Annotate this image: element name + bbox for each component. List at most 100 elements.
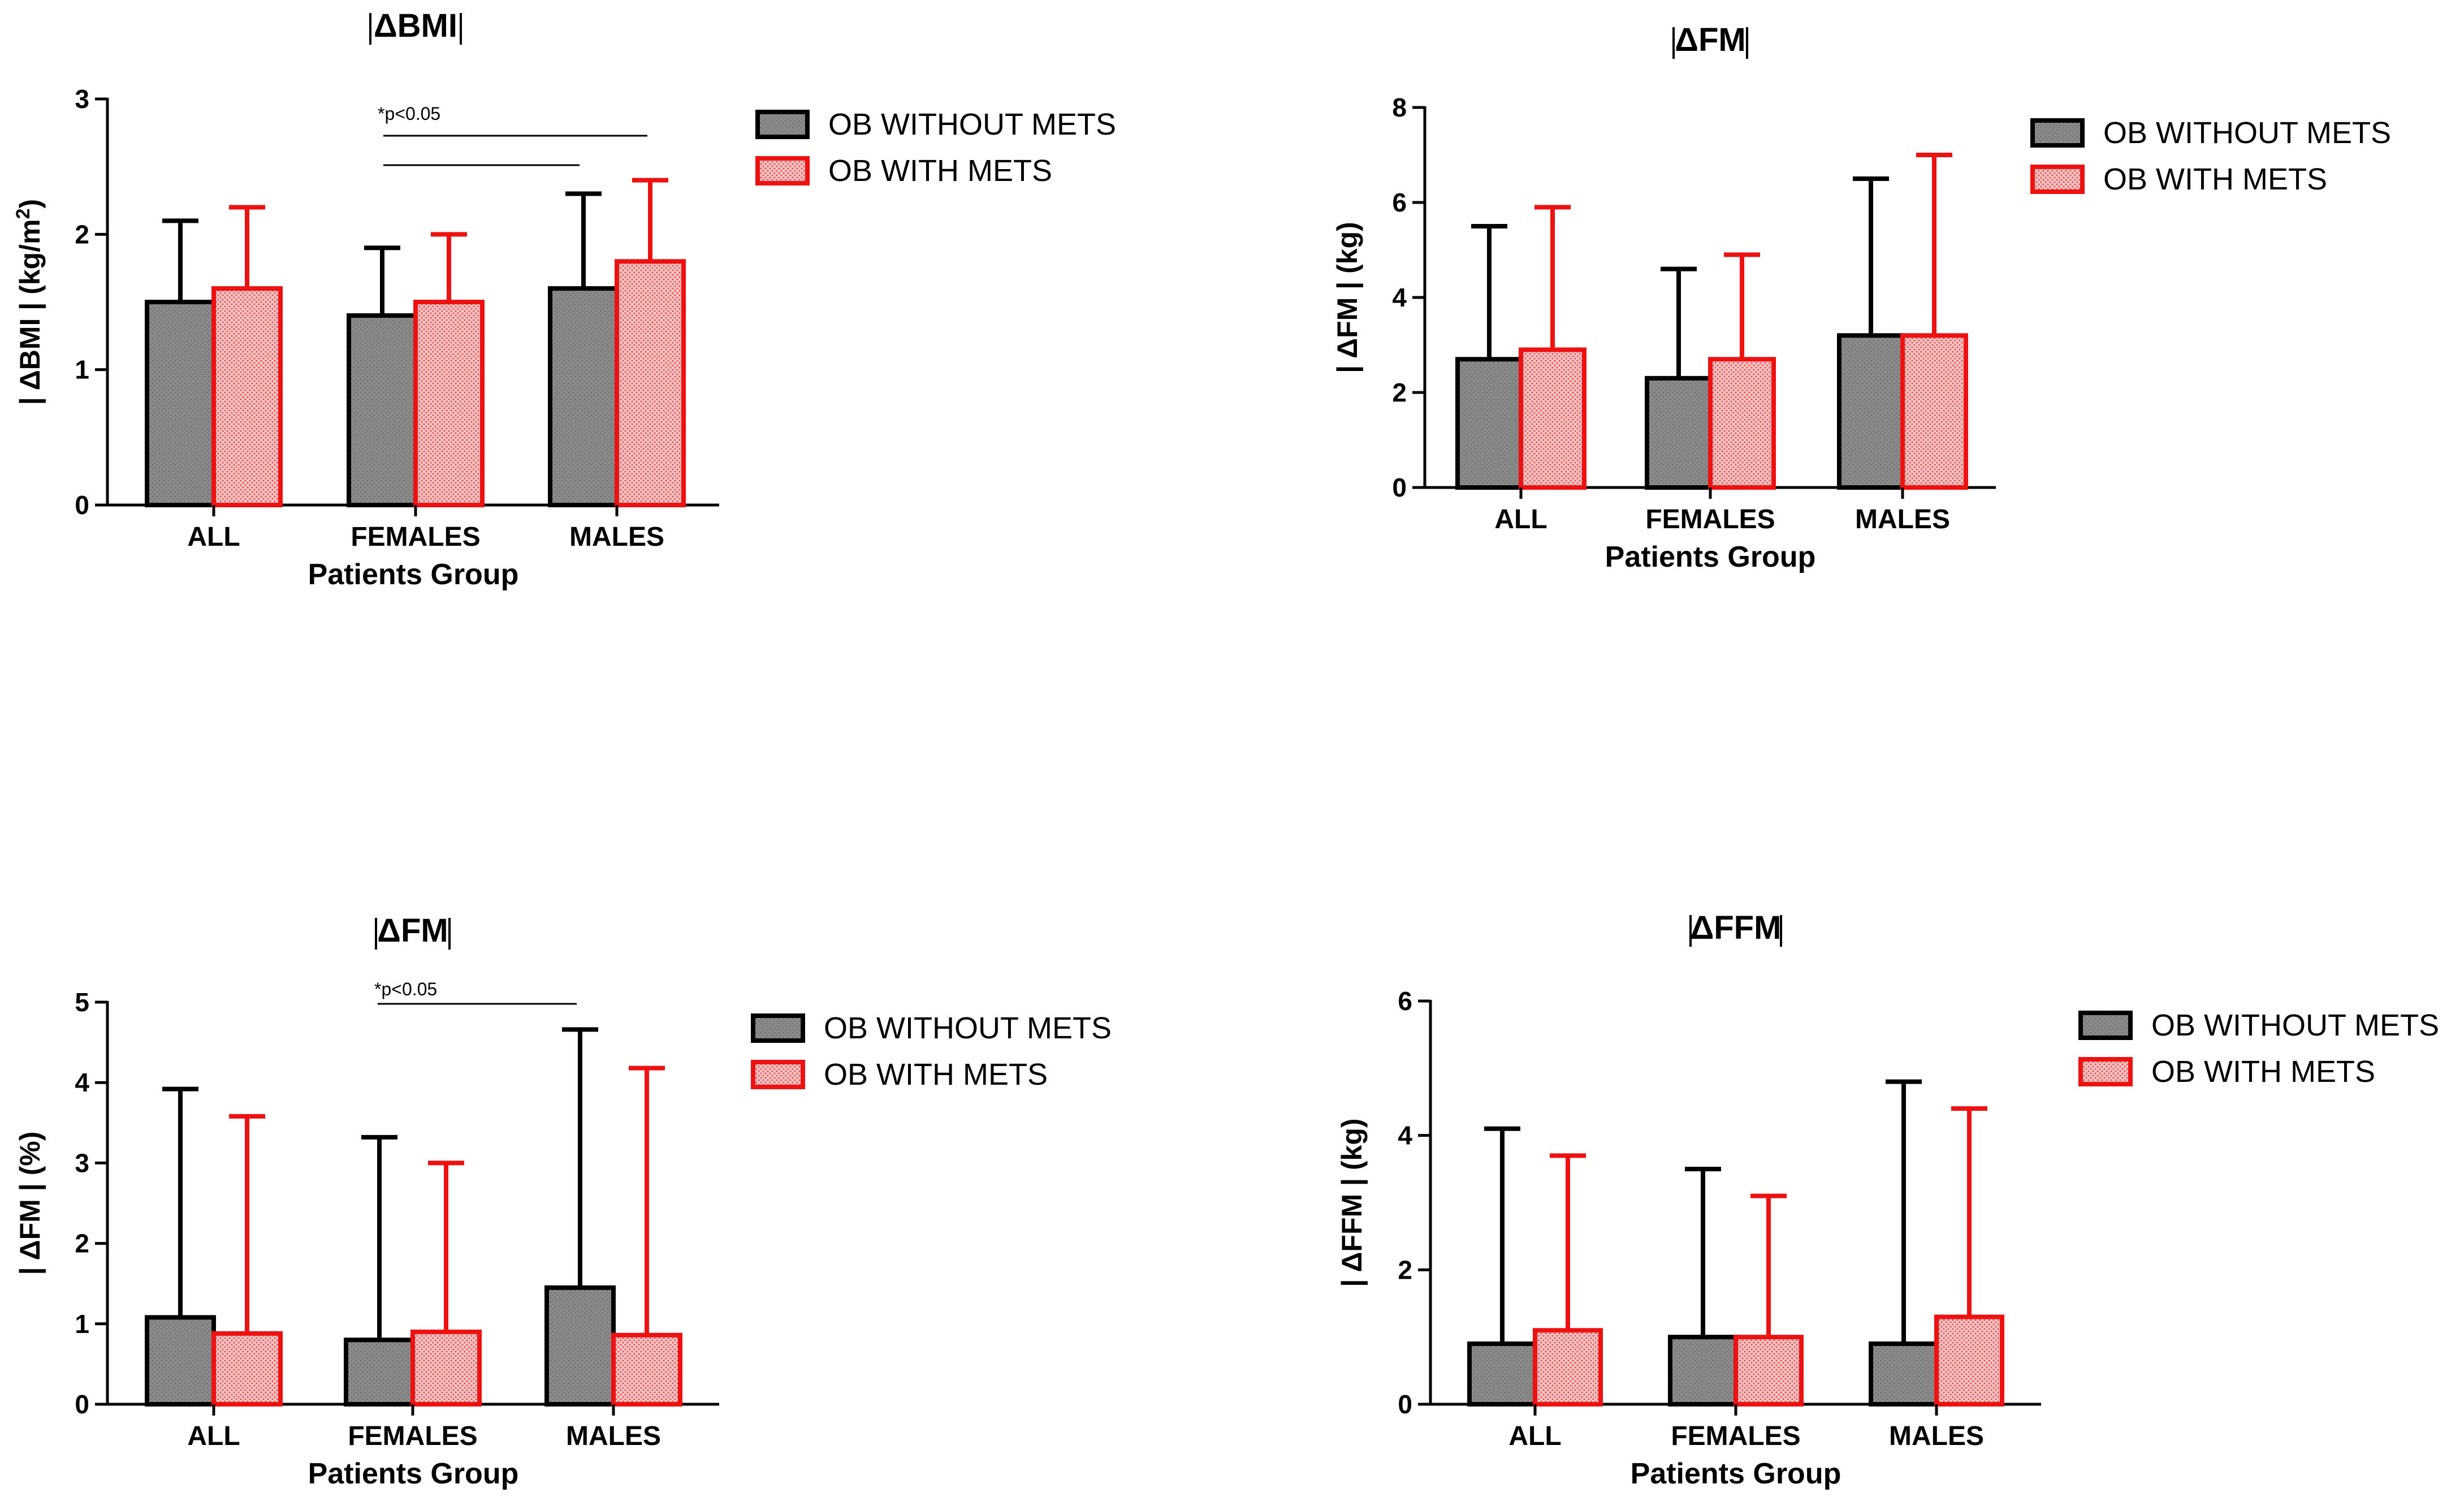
x-axis-label: Patients Group [1631, 1457, 1841, 1490]
legend-label-without: OB WITHOUT METS [2103, 116, 2391, 150]
y-tick-label: 6 [1398, 986, 1412, 1016]
bar-without-females [1668, 1335, 1738, 1407]
x-tick-label: MALES [1889, 1421, 1984, 1451]
bar-without-males [544, 1285, 616, 1407]
legend: OB WITHOUT METS OB WITH METS [2078, 1008, 2439, 1089]
bar-with-females [1708, 357, 1776, 490]
y-tick-label: 2 [1398, 1255, 1412, 1284]
chart-title-text: ΔFM [1675, 21, 1745, 58]
legend-label-with: OB WITH METS [828, 154, 1052, 188]
bar-without-all [145, 300, 216, 507]
bar-with-females [413, 300, 485, 507]
x-axis-label: Patients Group [308, 1457, 519, 1490]
chart-panel-4: ΔFFM 0 2 4 6 | ΔFFM | (kg) ALL FEMALES MALES Pati… [1336, 909, 2439, 1490]
legend: OB WITHOUT METS OB WITH METS [755, 107, 1116, 188]
x-tick-label: ALL [187, 522, 240, 552]
bar-with-females [1734, 1335, 1804, 1407]
y-axis-label: | ΔFM | (%) [14, 1132, 46, 1275]
x-axis-label: Patients Group [1605, 541, 1816, 573]
y-axis-label: | ΔFFM | (kg) [1336, 1118, 1368, 1287]
bar-with-males [1934, 1314, 2004, 1407]
chart-title-text: ΔFM [377, 912, 448, 949]
bar-without-males [548, 286, 619, 507]
x-tick-label: ALL [187, 1421, 240, 1451]
y-tick-label: 3 [75, 84, 89, 114]
bar-without-males [1869, 1341, 1939, 1407]
y-axis-label-text: | ΔBMI | (kg/m2) [12, 199, 46, 405]
y-tick-label: 3 [75, 1148, 89, 1177]
bar-with-all [211, 286, 283, 507]
legend-label-without: OB WITHOUT METS [824, 1011, 1112, 1045]
y-tick-label: 8 [1392, 93, 1407, 122]
y-tick-label: 4 [1398, 1121, 1412, 1150]
y-axis-label-text: | ΔFFM | (kg) [1336, 1118, 1368, 1287]
legend-swatch-without [751, 1013, 805, 1043]
bar-with-all [211, 1331, 283, 1407]
bar-with-males [611, 1332, 682, 1407]
y-tick-label: 0 [75, 1390, 89, 1419]
legend: OB WITHOUT METS OB WITH METS [751, 1011, 1112, 1091]
y-tick-label: 0 [1398, 1390, 1412, 1419]
x-tick-label: MALES [566, 1421, 661, 1451]
x-tick-label: MALES [569, 522, 664, 552]
bar-with-males [615, 259, 686, 507]
legend-swatch-with [2030, 165, 2085, 194]
y-tick-label: 6 [1392, 188, 1407, 217]
x-tick-label: ALL [1508, 1421, 1561, 1451]
bar-without-females [344, 1338, 415, 1407]
chart-panel-3: ΔFM 0 1 2 3 4 5 | ΔFM | (%) ALL FEMALES MALES Patie… [14, 912, 1112, 1490]
bar-without-all [1467, 1341, 1537, 1407]
y-tick-label: 2 [75, 219, 89, 249]
chart-panel-2: ΔFM 0 2 4 6 8 | ΔFM | (kg) ALL FEMALES MALES Patie… [1332, 21, 2391, 573]
legend-label-with: OB WITH METS [2103, 162, 2327, 196]
legend-label-with: OB WITH METS [2151, 1055, 2375, 1089]
x-axis-label: Patients Group [308, 558, 519, 591]
legend-label-without: OB WITHOUT METS [828, 107, 1116, 141]
legend-label-without: OB WITHOUT METS [2151, 1008, 2439, 1042]
legend-swatch-without [2030, 118, 2085, 148]
legend: OB WITHOUT METS OB WITH METS [2030, 116, 2391, 196]
x-tick-label: FEMALES [351, 522, 480, 552]
y-tick-label: 0 [1392, 473, 1407, 502]
bar-without-females [1645, 376, 1713, 490]
x-tick-label: FEMALES [348, 1421, 477, 1451]
bar-with-males [1900, 333, 1968, 490]
y-tick-label: 2 [1392, 378, 1407, 407]
x-tick-label: ALL [1494, 504, 1547, 534]
bar-without-all [1455, 357, 1523, 490]
chart-panel-1: ΔBMI 0 1 2 3 | ΔBMI | (kg/m2) ALL FEMALES MALES P… [12, 7, 1116, 591]
legend-swatch-with [755, 156, 810, 185]
y-tick-label: 4 [1392, 283, 1407, 312]
chart-title: ΔBMI [369, 7, 462, 45]
x-tick-label: MALES [1855, 504, 1950, 534]
legend-swatch-without [2078, 1011, 2133, 1040]
legend-swatch-with [2078, 1057, 2133, 1086]
y-tick-label: 2 [75, 1229, 89, 1258]
legend-swatch-without [755, 110, 810, 139]
y-axis-label: | ΔFM | (kg) [1332, 222, 1364, 373]
y-axis-label-text: | ΔFM | (%) [14, 1132, 46, 1275]
legend-swatch-with [751, 1060, 805, 1089]
x-tick-label: FEMALES [1645, 504, 1775, 534]
bar-with-all [1533, 1328, 1603, 1407]
y-tick-label: 5 [75, 987, 89, 1017]
y-axis-label: | ΔBMI | (kg/m2) [12, 199, 46, 405]
chart-title-text: ΔFFM [1691, 909, 1782, 946]
x-tick-label: FEMALES [1671, 1421, 1800, 1451]
significance-label: *p<0.05 [378, 103, 440, 124]
legend-label-with: OB WITH METS [824, 1058, 1048, 1091]
bar-without-males [1837, 333, 1905, 490]
bar-without-all [145, 1315, 216, 1407]
y-axis-label-text: | ΔFM | (kg) [1332, 222, 1364, 373]
bar-with-all [1519, 347, 1587, 490]
y-tick-label: 0 [75, 490, 89, 520]
bar-without-females [347, 313, 418, 508]
y-tick-label: 1 [75, 355, 89, 385]
chart-title-text: ΔBMI [374, 7, 457, 44]
significance-label: *p<0.05 [374, 979, 437, 999]
chart-title: ΔFM [1672, 21, 1748, 59]
chart-title: ΔFM [375, 912, 451, 950]
bar-with-females [410, 1330, 482, 1407]
chart-title: ΔFFM [1689, 909, 1782, 947]
